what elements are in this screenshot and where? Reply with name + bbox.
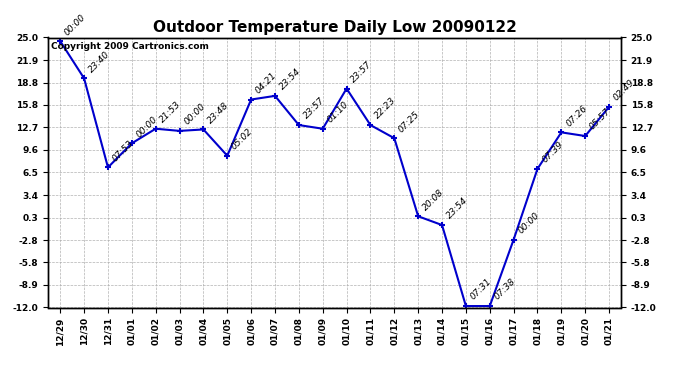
Text: 20:08: 20:08 bbox=[421, 188, 446, 212]
Text: 02:49: 02:49 bbox=[612, 78, 637, 103]
Text: 00:00: 00:00 bbox=[63, 12, 88, 37]
Text: Copyright 2009 Cartronics.com: Copyright 2009 Cartronics.com bbox=[51, 42, 209, 51]
Text: 23:54: 23:54 bbox=[278, 67, 302, 92]
Text: 07:26: 07:26 bbox=[564, 104, 589, 128]
Text: 00:00: 00:00 bbox=[135, 114, 159, 139]
Text: 00:00: 00:00 bbox=[516, 211, 541, 236]
Title: Outdoor Temperature Daily Low 20090122: Outdoor Temperature Daily Low 20090122 bbox=[152, 20, 517, 35]
Text: 07:31: 07:31 bbox=[469, 277, 493, 302]
Text: 23:54: 23:54 bbox=[445, 196, 470, 221]
Text: 23:57: 23:57 bbox=[302, 96, 326, 121]
Text: 22:23: 22:23 bbox=[373, 96, 398, 121]
Text: 07:38: 07:38 bbox=[493, 277, 518, 302]
Text: 23:40: 23:40 bbox=[87, 50, 112, 74]
Text: 01:10: 01:10 bbox=[326, 100, 351, 124]
Text: 23:48: 23:48 bbox=[206, 100, 231, 125]
Text: 07:39: 07:39 bbox=[540, 140, 565, 165]
Text: 00:00: 00:00 bbox=[182, 102, 207, 127]
Text: 05:02: 05:02 bbox=[230, 127, 255, 152]
Text: 23:57: 23:57 bbox=[349, 60, 374, 84]
Text: 07:53: 07:53 bbox=[110, 138, 135, 163]
Text: 07:25: 07:25 bbox=[397, 109, 422, 134]
Text: 05:57: 05:57 bbox=[588, 107, 613, 132]
Text: 04:21: 04:21 bbox=[254, 70, 279, 95]
Text: 21:53: 21:53 bbox=[159, 100, 184, 124]
